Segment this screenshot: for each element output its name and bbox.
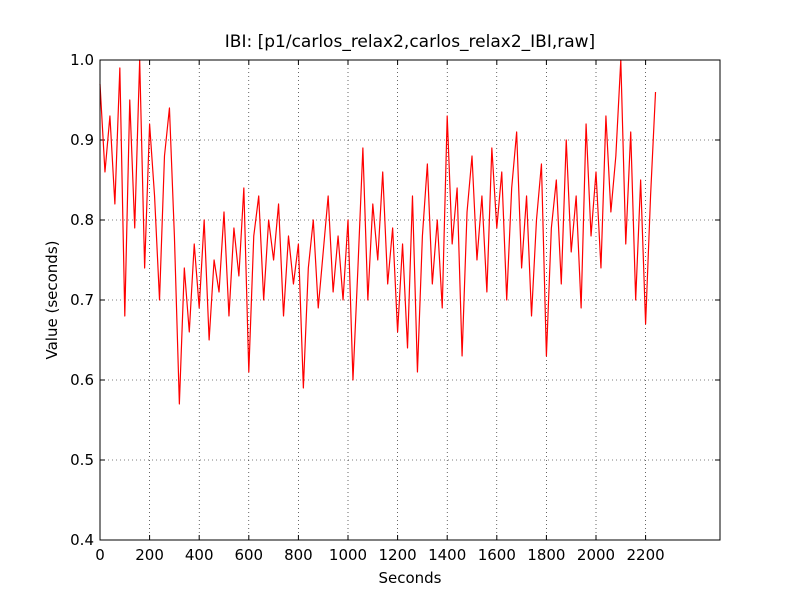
x-tick-label: 800	[284, 546, 313, 564]
y-tick-label: 0.7	[70, 291, 94, 309]
y-tick-label: 0.6	[70, 371, 94, 389]
x-tick-label: 200	[135, 546, 164, 564]
x-tick-label: 400	[185, 546, 214, 564]
plot-frame	[99, 59, 721, 541]
y-tick-label: 0.8	[70, 211, 94, 229]
y-tick-label: 0.5	[70, 451, 94, 469]
y-tick-label: 0.9	[70, 131, 94, 149]
y-axis-label: Value (seconds)	[43, 241, 61, 360]
x-tick-label: 600	[234, 546, 263, 564]
x-tick-label: 1200	[379, 546, 417, 564]
x-tick-label: 2000	[577, 546, 615, 564]
x-tick-label: 0	[95, 546, 105, 564]
x-tick-label: 1800	[527, 546, 565, 564]
x-tick-label: 2200	[627, 546, 665, 564]
x-tick-label: 1600	[478, 546, 516, 564]
x-tick-label: 1000	[329, 546, 367, 564]
y-tick-label: 0.4	[70, 531, 94, 549]
x-axis-label: Seconds	[378, 569, 441, 587]
data-line	[99, 59, 657, 405]
chart-title: IBI: [p1/carlos_relax2,carlos_relax2_IBI…	[225, 32, 595, 52]
x-tick-label: 1400	[428, 546, 466, 564]
y-tick-label: 1.0	[70, 51, 94, 69]
